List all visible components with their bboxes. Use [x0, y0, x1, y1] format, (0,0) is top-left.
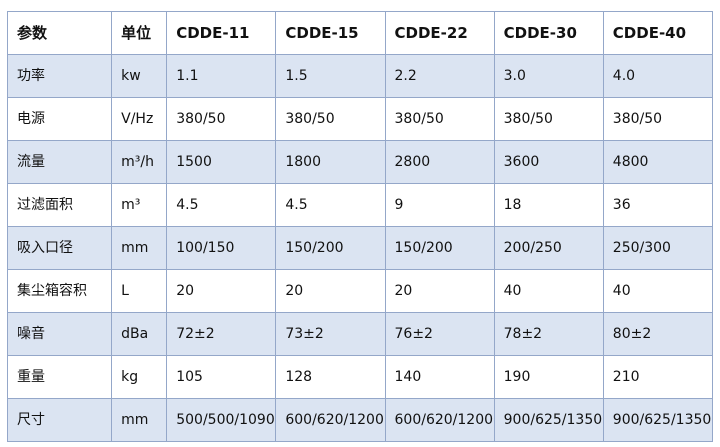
value-cell: 20 [384, 269, 495, 313]
value-cell: 380/50 [275, 97, 386, 141]
param-cell: 集尘箱容积 [6, 269, 113, 313]
unit-cell: dBa [111, 312, 168, 356]
header-model: CDDE-22 [384, 11, 495, 55]
value-cell: 40 [493, 269, 604, 313]
value-cell: 600/620/1200 [384, 398, 495, 442]
header-model: CDDE-11 [166, 11, 277, 55]
unit-cell: mm [111, 226, 168, 270]
value-cell: 900/625/1350 [493, 398, 604, 442]
value-cell: 1500 [166, 140, 277, 184]
table-row: 重量 kg 105 128 140 190 210 [6, 355, 714, 399]
value-cell: 190 [493, 355, 604, 399]
param-cell: 重量 [6, 355, 113, 399]
unit-cell: m³ [111, 183, 168, 227]
value-cell: 76±2 [384, 312, 495, 356]
value-cell: 73±2 [275, 312, 386, 356]
value-cell: 1.5 [275, 54, 386, 98]
header-model: CDDE-30 [493, 11, 604, 55]
value-cell: 4.5 [166, 183, 277, 227]
value-cell: 80±2 [602, 312, 714, 356]
param-cell: 尺寸 [6, 398, 113, 442]
value-cell: 18 [493, 183, 604, 227]
value-cell: 380/50 [602, 97, 714, 141]
table-header-row: 参数 单位 CDDE-11 CDDE-15 CDDE-22 CDDE-30 CD… [6, 11, 714, 55]
value-cell: 600/620/1200 [275, 398, 386, 442]
param-cell: 吸入口径 [6, 226, 113, 270]
value-cell: 36 [602, 183, 714, 227]
value-cell: 250/300 [602, 226, 714, 270]
value-cell: 380/50 [166, 97, 277, 141]
value-cell: 40 [602, 269, 714, 313]
table-row: 过滤面积 m³ 4.5 4.5 9 18 36 [6, 183, 714, 227]
value-cell: 140 [384, 355, 495, 399]
unit-cell: kg [111, 355, 168, 399]
value-cell: 105 [166, 355, 277, 399]
value-cell: 200/250 [493, 226, 604, 270]
value-cell: 1.1 [166, 54, 277, 98]
table-row: 集尘箱容积 L 20 20 20 40 40 [6, 269, 714, 313]
unit-cell: mm [111, 398, 168, 442]
value-cell: 4.0 [602, 54, 714, 98]
value-cell: 150/200 [275, 226, 386, 270]
unit-cell: V/Hz [111, 97, 168, 141]
table-row: 流量 m³/h 1500 1800 2800 3600 4800 [6, 140, 714, 184]
param-cell: 过滤面积 [6, 183, 113, 227]
value-cell: 100/150 [166, 226, 277, 270]
header-unit: 单位 [111, 11, 168, 55]
value-cell: 78±2 [493, 312, 604, 356]
value-cell: 2800 [384, 140, 495, 184]
unit-cell: m³/h [111, 140, 168, 184]
header-model: CDDE-15 [275, 11, 386, 55]
header-param: 参数 [6, 11, 113, 55]
table-row: 吸入口径 mm 100/150 150/200 150/200 200/250 … [6, 226, 714, 270]
value-cell: 380/50 [384, 97, 495, 141]
param-cell: 功率 [6, 54, 113, 98]
spec-table: 参数 单位 CDDE-11 CDDE-15 CDDE-22 CDDE-30 CD… [6, 11, 714, 442]
unit-cell: kw [111, 54, 168, 98]
table-row: 噪音 dBa 72±2 73±2 76±2 78±2 80±2 [6, 312, 714, 356]
unit-cell: L [111, 269, 168, 313]
value-cell: 3600 [493, 140, 604, 184]
value-cell: 150/200 [384, 226, 495, 270]
value-cell: 20 [275, 269, 386, 313]
value-cell: 20 [166, 269, 277, 313]
param-cell: 流量 [6, 140, 113, 184]
value-cell: 4.5 [275, 183, 386, 227]
value-cell: 9 [384, 183, 495, 227]
table-row: 尺寸 mm 500/500/1090 600/620/1200 600/620/… [6, 398, 714, 442]
table-row: 电源 V/Hz 380/50 380/50 380/50 380/50 380/… [6, 97, 714, 141]
value-cell: 380/50 [493, 97, 604, 141]
value-cell: 900/625/1350 [602, 398, 714, 442]
value-cell: 3.0 [493, 54, 604, 98]
value-cell: 72±2 [166, 312, 277, 356]
value-cell: 500/500/1090 [166, 398, 277, 442]
value-cell: 4800 [602, 140, 714, 184]
value-cell: 2.2 [384, 54, 495, 98]
value-cell: 210 [602, 355, 714, 399]
param-cell: 噪音 [6, 312, 113, 356]
value-cell: 1800 [275, 140, 386, 184]
table-row: 功率 kw 1.1 1.5 2.2 3.0 4.0 [6, 54, 714, 98]
param-cell: 电源 [6, 97, 113, 141]
header-model: CDDE-40 [602, 11, 714, 55]
value-cell: 128 [275, 355, 386, 399]
